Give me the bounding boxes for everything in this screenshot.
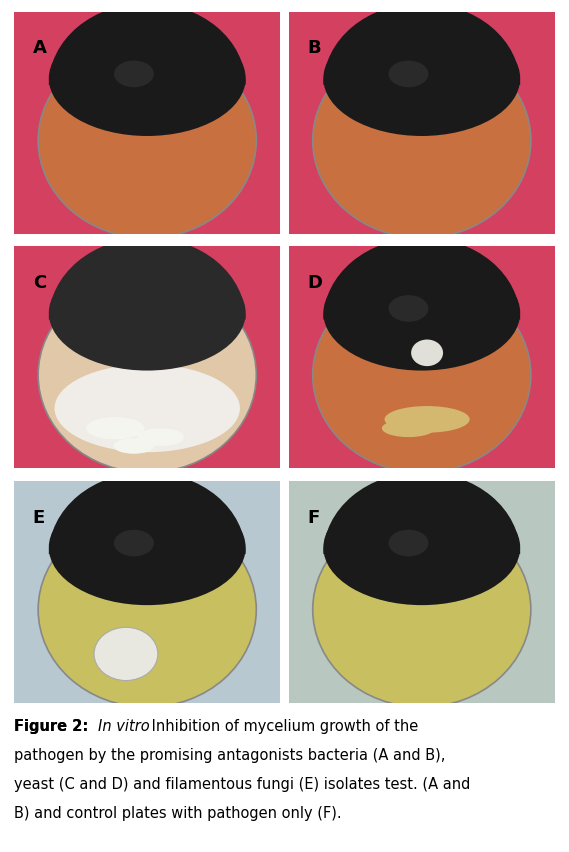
Wedge shape [323, 4, 520, 86]
Ellipse shape [323, 256, 520, 371]
Text: D: D [307, 273, 323, 291]
Ellipse shape [313, 512, 531, 707]
Wedge shape [49, 473, 246, 555]
Circle shape [411, 340, 443, 366]
Wedge shape [323, 239, 520, 320]
Ellipse shape [389, 61, 428, 88]
Ellipse shape [38, 512, 256, 707]
Text: In vitro: In vitro [98, 718, 150, 733]
Text: pathogen by the promising antagonists bacteria (A and B),: pathogen by the promising antagonists ba… [14, 747, 446, 762]
Ellipse shape [49, 490, 246, 606]
Text: C: C [33, 273, 46, 291]
Ellipse shape [86, 417, 145, 440]
Ellipse shape [323, 490, 520, 606]
Wedge shape [323, 473, 520, 555]
Text: E: E [33, 508, 45, 526]
Ellipse shape [389, 530, 428, 556]
Ellipse shape [113, 439, 154, 454]
Ellipse shape [49, 256, 246, 371]
Wedge shape [49, 4, 246, 86]
Text: F: F [307, 508, 320, 526]
Ellipse shape [114, 530, 154, 556]
Ellipse shape [114, 296, 154, 322]
Circle shape [94, 628, 158, 681]
Ellipse shape [389, 296, 428, 322]
Text: yeast (C and D) and filamentous fungi (E) isolates test. (A and: yeast (C and D) and filamentous fungi (E… [14, 776, 471, 792]
Ellipse shape [137, 429, 184, 446]
Text: B) and control plates with pathogen only (F).: B) and control plates with pathogen only… [14, 805, 342, 820]
Ellipse shape [38, 278, 256, 473]
Ellipse shape [313, 43, 531, 239]
Ellipse shape [385, 406, 469, 433]
Text: Figure 2:: Figure 2: [14, 718, 93, 733]
Text: B: B [307, 39, 321, 57]
Ellipse shape [313, 278, 531, 473]
Text: A: A [33, 39, 47, 57]
Ellipse shape [323, 21, 520, 137]
Ellipse shape [55, 365, 240, 452]
Text: Inhibition of mycelium growth of the: Inhibition of mycelium growth of the [147, 718, 418, 733]
Text: Figure 2:: Figure 2: [14, 718, 93, 733]
Ellipse shape [49, 21, 246, 137]
Ellipse shape [382, 420, 435, 438]
Ellipse shape [38, 43, 256, 239]
Wedge shape [49, 239, 246, 320]
Ellipse shape [114, 61, 154, 88]
